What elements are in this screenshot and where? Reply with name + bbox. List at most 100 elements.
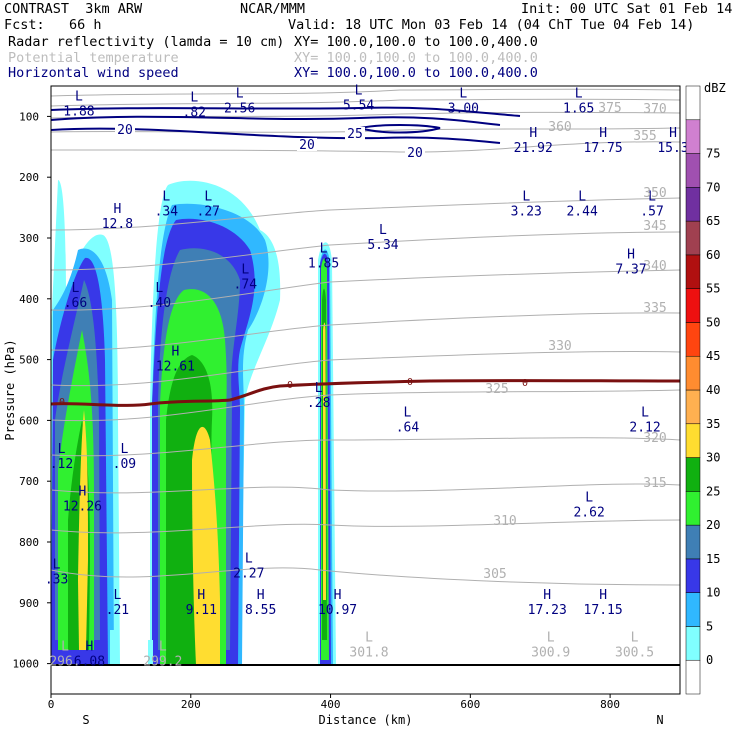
theta-contour-label: 320 [643, 431, 666, 446]
x-tick-label: 800 [600, 698, 620, 711]
extremum-type: L [320, 241, 328, 256]
extremum-value: 2.62 [573, 506, 604, 521]
extremum-type: H [257, 588, 265, 603]
colorbar-swatch [685, 592, 701, 627]
field-theta: Potential temperature [8, 50, 179, 66]
extremum-type: H [334, 588, 342, 603]
colorbar-tick-label: 0 [706, 653, 713, 667]
title-center: NCAR/MMM [240, 1, 306, 17]
field-wind: Horizontal wind speed [8, 65, 179, 81]
wind-label-bg [115, 123, 135, 136]
extremum-value: .28 [307, 396, 330, 411]
colorbar-swatch [685, 626, 701, 661]
extremum-type: L [241, 263, 249, 278]
extremum-type: L [578, 190, 586, 205]
extremum-value: 17.23 [528, 603, 567, 618]
extremum-type: L [648, 190, 656, 205]
theta-contour-label: 335 [643, 301, 666, 316]
extremum-type: L [58, 442, 66, 457]
freezing-level-label: 0 [407, 377, 413, 388]
colorbar-unit: dBZ [704, 81, 726, 95]
colorbar-tick-label: 70 [706, 180, 720, 194]
colorbar: 0 5 10 15 20 25 30 35 40 45 50 55 60 65 70 75 dBZ [685, 81, 726, 695]
y-tick-label: 1000 [13, 658, 40, 671]
theta-contour-label: 315 [643, 476, 666, 491]
extremum-type: H [79, 485, 87, 500]
extremum-value: 12.61 [156, 360, 195, 375]
colorbar-swatch [685, 355, 701, 391]
colorbar-swatch [685, 389, 701, 425]
y-tick-label: 700 [19, 475, 39, 488]
extremum-value: 3.23 [511, 205, 542, 220]
extremum-type: L [547, 630, 555, 645]
theta-contour-label: 370 [643, 102, 666, 117]
extremum-type: H [627, 247, 635, 262]
extremum-type: L [365, 630, 373, 645]
colorbar-swatch [685, 220, 701, 256]
y-tick-label: 100 [19, 110, 39, 123]
field-wind-xy: XY= 100.0,100.0 to 100.0,400.0 [294, 65, 538, 81]
colorbar-tick-label: 35 [706, 417, 720, 431]
x-tick-label: 200 [181, 698, 201, 711]
extremum-value: 1.88 [63, 104, 94, 119]
y-tick-label: 800 [19, 536, 39, 549]
extremum-type: L [155, 281, 163, 296]
extremum-value: .64 [396, 421, 420, 436]
extremum-value: .82 [183, 106, 206, 121]
extremum-type: L [236, 86, 244, 101]
extremum-type: L [120, 442, 128, 457]
extremum-value: 2.12 [629, 421, 660, 436]
extremum-value: .33 [45, 573, 68, 588]
theta-contour-label: 360 [548, 120, 571, 135]
extremum-type: L [631, 630, 639, 645]
title-left: CONTRAST 3km ARW [4, 1, 143, 17]
extremum-value: 5.54 [343, 98, 374, 113]
colorbar-swatch [685, 491, 701, 526]
extremum-value: 5.34 [367, 238, 398, 253]
colorbar-tick-label: 15 [706, 552, 720, 566]
extremum-value: 21.92 [514, 141, 553, 156]
x-tick-label: 400 [321, 698, 341, 711]
extremum-type: L [522, 190, 530, 205]
theta-contour-label: 330 [548, 339, 571, 354]
y-tick-label: 600 [19, 414, 39, 427]
extremum-type: L [162, 190, 170, 205]
extremum-type: L [113, 588, 121, 603]
wind-contour-label: 25 [347, 127, 363, 142]
extremum-type: L [355, 83, 363, 98]
x-tick-label: 0 [48, 698, 55, 711]
colorbar-swatch [685, 254, 701, 289]
colorbar-swatch [685, 558, 701, 593]
extremum-value: .27 [197, 205, 220, 220]
extremum-value: 301.8 [349, 645, 388, 660]
extremum-value: 9.11 [186, 603, 217, 618]
extremum-value: 299.2 [143, 655, 182, 670]
theta-contour-label: 310 [493, 514, 516, 529]
extremum-value: 2.27 [233, 566, 264, 581]
theta-contour-label: 305 [483, 567, 506, 582]
reflectivity-fill [51, 180, 336, 666]
extremum-value: 6.08 [74, 655, 105, 670]
colorbar-tick-label: 5 [706, 619, 713, 633]
theta-contour-label: 350 [643, 186, 666, 201]
extremum-value: .57 [640, 205, 663, 220]
extremum-value: 10.97 [318, 603, 357, 618]
extremum-value: 12.8 [102, 217, 133, 232]
extremum-type: L [204, 190, 212, 205]
extremum-type: L [379, 223, 387, 238]
colorbar-swatch [685, 153, 701, 188]
extremum-type: H [171, 345, 179, 360]
freezing-level-label: 0 [287, 380, 293, 391]
extremum-value: 300.9 [531, 645, 570, 660]
extremum-value: 300.5 [615, 645, 654, 660]
x-axis-label: Distance (km) [319, 713, 413, 727]
colorbar-swatch [685, 423, 701, 458]
colorbar-tick-label: 20 [706, 518, 720, 532]
extremum-value: .66 [64, 296, 87, 311]
wind-label-bg [345, 127, 365, 140]
colorbar-swatch [685, 524, 701, 560]
colorbar-swatch [685, 322, 701, 357]
colorbar-tick-label: 65 [706, 214, 720, 228]
colorbar-tick-label: 40 [706, 383, 720, 397]
